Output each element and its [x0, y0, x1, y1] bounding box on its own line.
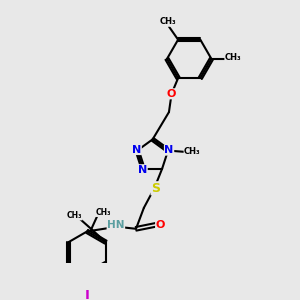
- Text: O: O: [156, 220, 165, 230]
- Text: CH₃: CH₃: [95, 208, 111, 217]
- Text: N: N: [132, 145, 141, 154]
- Text: I: I: [85, 290, 90, 300]
- Text: N: N: [164, 145, 174, 155]
- Text: S: S: [151, 182, 160, 195]
- Text: CH₃: CH₃: [159, 17, 176, 26]
- Text: N: N: [138, 165, 147, 175]
- Text: CH₃: CH₃: [67, 211, 82, 220]
- Text: O: O: [167, 89, 176, 99]
- Text: HN: HN: [107, 220, 124, 230]
- Text: CH₃: CH₃: [184, 147, 201, 156]
- Text: CH₃: CH₃: [225, 53, 242, 62]
